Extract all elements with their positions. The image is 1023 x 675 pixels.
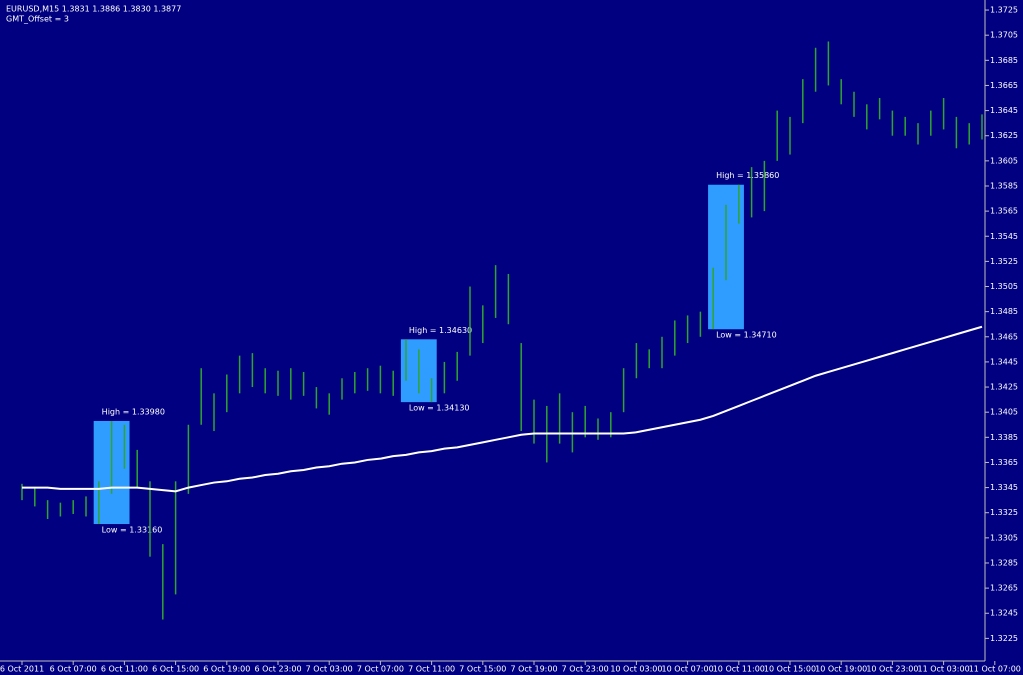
- box-high-label: High = 1.35860: [716, 171, 779, 180]
- box-high-label: High = 1.33980: [102, 407, 165, 416]
- x-tick-label: 7 Oct 11:00: [408, 665, 455, 674]
- y-tick-label: 1.3585: [990, 181, 1018, 190]
- x-tick-label: 10 Oct 15:00: [764, 665, 816, 674]
- x-tick-label: 7 Oct 23:00: [562, 665, 609, 674]
- x-tick-label: 6 Oct 2011: [0, 665, 44, 674]
- y-tick-label: 1.3345: [990, 483, 1018, 492]
- x-tick-label: 7 Oct 03:00: [306, 665, 353, 674]
- x-tick-label: 11 Oct 07:00: [969, 665, 1021, 674]
- y-tick-label: 1.3645: [990, 106, 1018, 115]
- y-tick-label: 1.3385: [990, 433, 1018, 442]
- y-tick-label: 1.3625: [990, 131, 1018, 140]
- y-tick-label: 1.3305: [990, 533, 1018, 542]
- x-tick-label: 11 Oct 03:00: [918, 665, 970, 674]
- y-tick-label: 1.3545: [990, 232, 1018, 241]
- y-tick-label: 1.3445: [990, 357, 1018, 366]
- x-tick-label: 10 Oct 19:00: [815, 665, 867, 674]
- y-tick-label: 1.3605: [990, 156, 1018, 165]
- box-low-label: Low = 1.33160: [102, 526, 163, 535]
- y-tick-label: 1.3245: [990, 609, 1018, 618]
- y-tick-label: 1.3405: [990, 408, 1018, 417]
- y-tick-label: 1.3425: [990, 383, 1018, 392]
- y-tick-label: 1.3565: [990, 207, 1018, 216]
- header-symbol: EURUSD,M15 1.3831 1.3886 1.3830 1.3877: [6, 5, 181, 14]
- box-low-label: Low = 1.34710: [716, 331, 777, 340]
- y-tick-label: 1.3485: [990, 307, 1018, 316]
- x-tick-label: 6 Oct 23:00: [254, 665, 301, 674]
- x-tick-label: 10 Oct 23:00: [866, 665, 918, 674]
- header-offset: GMT_Offset = 3: [6, 15, 69, 24]
- y-tick-label: 1.3285: [990, 558, 1018, 567]
- y-tick-label: 1.3325: [990, 508, 1018, 517]
- moving-average: [22, 325, 983, 493]
- y-tick-label: 1.3665: [990, 81, 1018, 90]
- y-tick-label: 1.3265: [990, 584, 1018, 593]
- y-tick-label: 1.3705: [990, 31, 1018, 40]
- x-tick-label: 6 Oct 15:00: [152, 665, 199, 674]
- x-tick-label: 7 Oct 19:00: [510, 665, 557, 674]
- box-low-label: Low = 1.34130: [409, 404, 470, 413]
- x-tick-label: 10 Oct 03:00: [610, 665, 662, 674]
- y-tick-label: 1.3365: [990, 458, 1018, 467]
- x-tick-label: 10 Oct 11:00: [713, 665, 765, 674]
- y-tick-label: 1.3685: [990, 56, 1018, 65]
- x-tick-label: 10 Oct 07:00: [662, 665, 714, 674]
- x-tick-label: 6 Oct 19:00: [203, 665, 250, 674]
- x-tick-label: 6 Oct 07:00: [50, 665, 97, 674]
- y-tick-label: 1.3465: [990, 332, 1018, 341]
- y-tick-label: 1.3525: [990, 257, 1018, 266]
- y-tick-label: 1.3505: [990, 282, 1018, 291]
- x-tick-label: 6 Oct 11:00: [101, 665, 148, 674]
- y-tick-label: 1.3225: [990, 634, 1018, 643]
- box-high-label: High = 1.34630: [409, 326, 472, 335]
- y-tick-label: 1.3725: [990, 6, 1018, 15]
- x-tick-label: 7 Oct 15:00: [459, 665, 506, 674]
- x-tick-label: 7 Oct 07:00: [357, 665, 404, 674]
